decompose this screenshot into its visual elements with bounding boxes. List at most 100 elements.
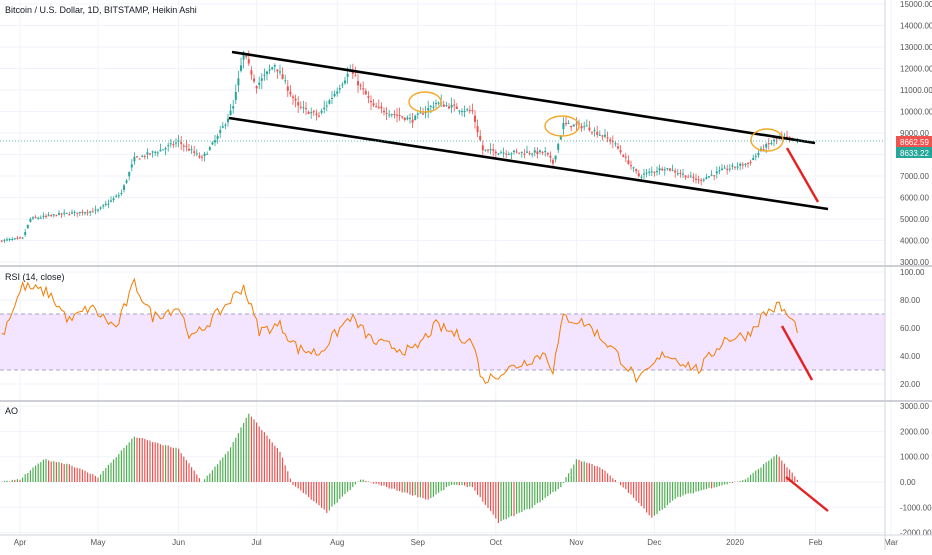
candle-body	[687, 176, 690, 178]
candle-body	[643, 173, 645, 175]
candle-body	[206, 153, 209, 155]
candle-body	[411, 119, 414, 123]
candle-body	[55, 215, 58, 217]
candle-body	[104, 203, 107, 205]
main-y-tick: 15000.00	[900, 0, 932, 9]
candle-body	[484, 149, 487, 151]
candle-body	[375, 106, 378, 108]
candle-body	[630, 165, 632, 167]
candle-body	[357, 81, 359, 86]
main-y-tick: 5000.00	[900, 215, 929, 224]
candle-body	[754, 155, 757, 157]
candle-body	[726, 168, 729, 170]
candle-body	[42, 215, 45, 217]
candle-body	[190, 149, 193, 151]
candle-body	[182, 145, 185, 147]
candle-body	[442, 104, 445, 107]
candle-body	[604, 135, 606, 137]
candle-body	[757, 153, 760, 156]
candle-body	[515, 151, 518, 153]
candle-body	[528, 153, 531, 155]
candle-body	[242, 51, 245, 60]
candle-body	[268, 69, 271, 71]
candle-body	[666, 168, 669, 170]
candle-body	[78, 211, 81, 213]
candle-body	[619, 150, 622, 153]
candle-body	[468, 110, 471, 112]
candle-body	[21, 237, 24, 239]
candle-body	[128, 171, 131, 177]
candle-body	[76, 212, 79, 214]
candle-body	[731, 165, 734, 167]
candle-body	[320, 110, 323, 113]
grid-layer	[0, 0, 892, 535]
candle-body	[302, 107, 305, 109]
candle-body	[435, 103, 437, 105]
highlight-ellipse	[750, 128, 784, 152]
candle-body	[572, 124, 575, 127]
ao-y-tick: 2000.00	[900, 427, 929, 436]
candle-body	[494, 151, 497, 154]
ao-pane-title: AO	[5, 406, 18, 416]
candle-body	[544, 151, 547, 153]
upper-channel-line	[231, 50, 816, 145]
candle-body	[736, 166, 739, 168]
candle-body	[762, 149, 765, 151]
candle-body	[637, 173, 640, 177]
ao-y-tick: -1000.00	[900, 503, 932, 512]
candle-body	[455, 106, 458, 110]
main-y-tick: 7000.00	[900, 172, 929, 181]
candle-body	[489, 149, 492, 151]
candle-body	[344, 80, 346, 84]
candle-body	[388, 114, 391, 116]
candle-body	[419, 112, 422, 114]
candle-body	[507, 153, 510, 155]
candle-body	[299, 106, 302, 108]
candle-body	[284, 80, 287, 82]
candle-body	[143, 155, 146, 157]
candle-body	[622, 155, 625, 158]
candle-body	[312, 111, 315, 113]
candle-body	[156, 152, 159, 154]
rsi-down-arrow	[780, 325, 814, 381]
candle-body	[471, 110, 474, 112]
x-axis-label: Aug	[330, 538, 344, 547]
candle-body	[294, 98, 297, 101]
candle-body	[765, 144, 768, 148]
candle-body	[744, 163, 747, 165]
candle-body	[554, 155, 557, 160]
candle-body	[151, 151, 154, 153]
candle-body	[549, 155, 552, 158]
candle-body	[380, 106, 383, 109]
candle-body	[775, 138, 778, 140]
candle-body	[258, 82, 261, 85]
candle-body	[97, 209, 99, 211]
x-axis-label: Jun	[172, 538, 185, 547]
candle-body	[497, 153, 500, 155]
candle-body	[188, 148, 190, 151]
candle-body	[34, 217, 37, 219]
main-y-tick: 9000.00	[900, 129, 929, 138]
candle-body	[741, 164, 744, 166]
candle-body	[786, 136, 788, 138]
main-y-tick: 6000.00	[900, 194, 929, 203]
candle-body	[94, 209, 97, 211]
rsi-y-tick: 100.00	[900, 268, 925, 277]
candle-body	[531, 153, 534, 155]
candle-body	[260, 78, 263, 81]
price-badge-2: 8633.22	[896, 147, 932, 158]
candle-body	[169, 143, 172, 145]
candle-body	[648, 171, 651, 173]
ao-y-tick: 3000.00	[900, 402, 929, 411]
x-axis-label: Nov	[569, 538, 583, 547]
candle-body	[29, 218, 32, 222]
candle-body	[476, 126, 479, 133]
candle-body	[466, 109, 469, 111]
candle-body	[432, 106, 435, 108]
candle-body	[437, 102, 440, 104]
candle-body	[0, 240, 3, 242]
candle-body	[159, 149, 162, 152]
ao-y-tick: 0.00	[900, 478, 916, 487]
candle-body	[422, 113, 424, 115]
